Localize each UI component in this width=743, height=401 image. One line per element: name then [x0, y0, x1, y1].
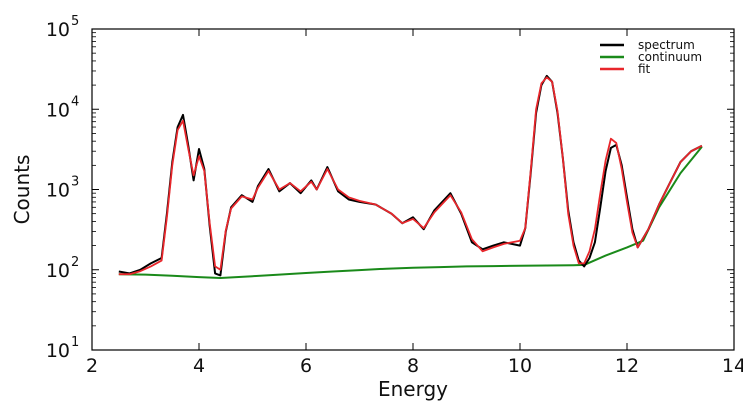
y-tick-label: 10 — [46, 99, 70, 121]
legend-label: spectrum — [638, 38, 695, 52]
x-tick-label: 4 — [193, 355, 205, 377]
y-tick-label: 10 — [46, 340, 70, 362]
y-tick-exponent: 4 — [71, 94, 79, 109]
series-line-fit — [118, 76, 703, 276]
y-tick-exponent: 5 — [71, 14, 79, 29]
y-tick-base: 10 — [46, 340, 70, 362]
y-tick-base: 10 — [46, 260, 70, 282]
x-tick-label: 12 — [615, 355, 639, 377]
legend-label: continuum — [638, 50, 702, 64]
y-tick-exponent: 3 — [71, 175, 79, 190]
y-tick-base: 10 — [46, 180, 70, 202]
plot-area — [118, 74, 703, 279]
x-tick-label: 2 — [86, 355, 98, 377]
x-tick-label: 6 — [300, 355, 312, 377]
y-tick-base: 10 — [46, 99, 70, 121]
x-axis-label: Energy — [378, 377, 448, 401]
axes-frame — [91, 28, 735, 351]
legend-label: fit — [638, 62, 651, 76]
series-line-spectrum — [118, 74, 703, 277]
x-tick-label: 14 — [722, 355, 743, 377]
series-line-continuum — [118, 146, 703, 279]
x-axis: 2 4 6 8 10 12 14 — [86, 29, 743, 377]
x-tick-label: 8 — [407, 355, 419, 377]
y-tick-base: 10 — [46, 19, 70, 41]
y-tick-label: 10 — [46, 180, 70, 202]
y-axis-label: Counts — [10, 155, 34, 225]
y-tick-exponent: 2 — [71, 255, 79, 270]
y-tick-label: 10 — [46, 19, 70, 41]
y-tick-label: 10 — [46, 260, 70, 282]
x-tick-label: 10 — [508, 355, 532, 377]
y-tick-exponent: 1 — [71, 335, 79, 350]
